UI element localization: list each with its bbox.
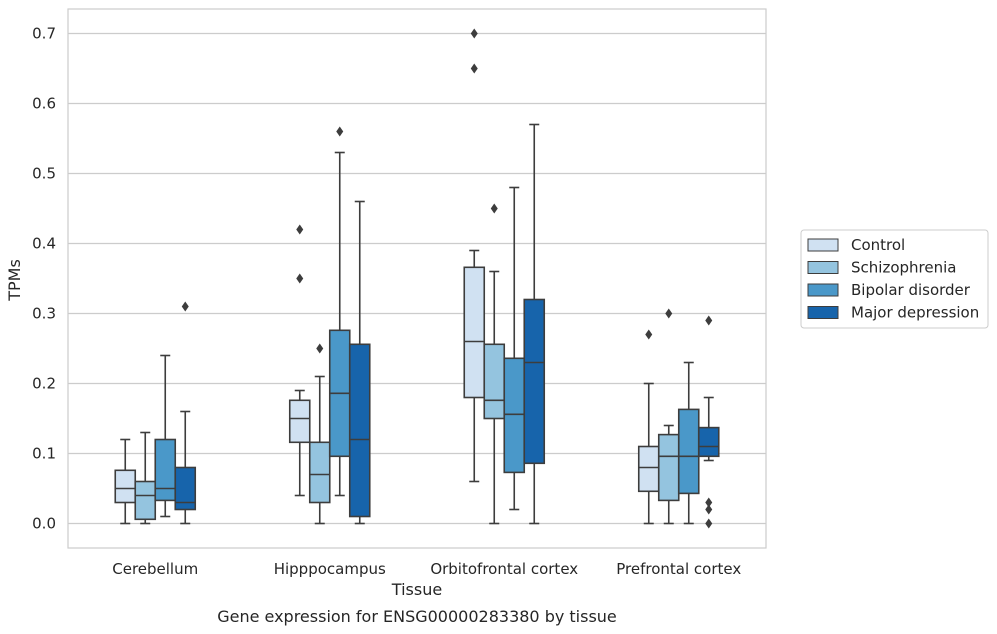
x-tick-label: Hipppocampus [274, 560, 386, 578]
outlier-marker [665, 308, 673, 319]
box-iqr [503, 357, 526, 474]
box-group [657, 308, 680, 525]
y-tick-label: 0.3 [32, 305, 56, 323]
box-group [463, 28, 486, 483]
box-group [134, 431, 157, 525]
plot-frame [67, 8, 767, 549]
x-axis-ticks: Cerebellum Hipppocampus Orbitofrontal cort… [112, 560, 741, 578]
box-iqr [134, 480, 157, 521]
outlier-marker [181, 301, 189, 312]
outlier-marker [470, 63, 478, 74]
box-iqr [308, 441, 331, 504]
outlier-marker [316, 343, 324, 354]
y-axis-ticks: 0.0 0.1 0.2 0.3 0.4 0.5 0.6 0.7 [32, 25, 56, 533]
outlier-marker [705, 315, 713, 326]
legend-swatch [807, 261, 839, 274]
legend-label: Major depression [851, 304, 979, 322]
box-series-group [114, 28, 720, 529]
box-group [288, 224, 311, 497]
box-iqr [114, 469, 137, 504]
x-tick-label: Cerebellum [112, 560, 198, 578]
box-group [114, 438, 137, 525]
chart-caption: Gene expression for ENSG00000283380 by t… [217, 607, 617, 626]
box-iqr [523, 298, 546, 465]
box-group [677, 361, 700, 525]
box-iqr [483, 343, 506, 420]
legend-label: Bipolar disorder [851, 281, 971, 299]
y-tick-label: 0.5 [32, 165, 56, 183]
outlier-marker [296, 224, 304, 235]
outlier-marker [705, 497, 713, 508]
legend-swatch [807, 238, 839, 252]
legend-label: Schizophrenia [851, 259, 956, 277]
box-iqr [348, 343, 371, 518]
legend-swatch [807, 306, 839, 319]
box-group [174, 301, 197, 525]
x-tick-label: Orbitofrontal cortex [430, 560, 578, 578]
legend-frame [800, 229, 989, 329]
box-iqr [677, 408, 700, 495]
outlier-marker [490, 203, 498, 214]
box-group [154, 354, 177, 518]
box-iqr [657, 433, 680, 502]
outlier-marker [645, 329, 653, 340]
y-tick-label: 0.7 [32, 25, 56, 43]
box-group [637, 329, 660, 525]
box-group [503, 186, 526, 511]
box-group [523, 123, 546, 525]
box-group [348, 200, 371, 525]
outlier-marker [470, 28, 478, 39]
box-group [328, 126, 351, 497]
y-tick-label: 0.4 [32, 235, 56, 253]
grid-lines [68, 32, 766, 525]
legend: Control Schizophrenia Bipolar disorder Majo… [800, 229, 989, 329]
box-iqr [637, 445, 660, 493]
legend-swatch [807, 283, 839, 297]
box-iqr [697, 426, 720, 458]
box-group [697, 315, 720, 529]
outlier-marker [705, 504, 713, 515]
box-iqr [288, 399, 311, 444]
x-axis-label: Tissue [391, 580, 442, 599]
outlier-marker [336, 126, 344, 137]
outlier-marker [705, 518, 713, 529]
y-tick-label: 0.2 [32, 375, 56, 393]
y-tick-label: 0.1 [32, 445, 56, 463]
y-tick-label: 0.6 [32, 95, 56, 113]
legend-label: Control [851, 236, 905, 254]
box-iqr [463, 266, 486, 399]
box-iqr [174, 466, 197, 511]
y-tick-label: 0.0 [32, 515, 56, 533]
x-tick-label: Prefrontal cortex [616, 560, 741, 578]
box-group [308, 343, 331, 525]
box-group [483, 203, 506, 525]
y-axis-label: TPMs [5, 259, 24, 302]
box-iqr [154, 438, 177, 502]
outlier-marker [296, 273, 304, 284]
